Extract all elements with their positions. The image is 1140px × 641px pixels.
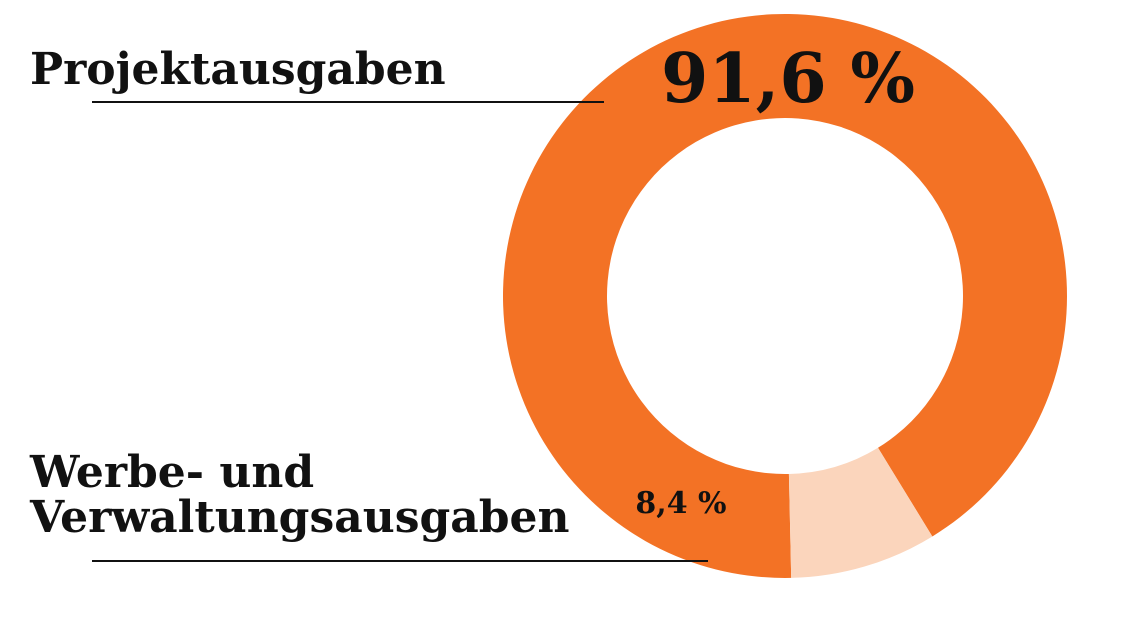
slice-werbe-und-verwaltungsausgaben — [788, 447, 933, 578]
category-label-werbe-line2: Verwaltungsausgaben — [29, 492, 570, 543]
slice-projektausgaben — [502, 14, 1067, 579]
donut-slices — [502, 14, 1067, 579]
value-label-projektausgaben: 91,6 % — [661, 39, 915, 119]
category-label-werbe-line1: Werbe- und — [29, 447, 314, 498]
category-label-projektausgaben: Projektausgaben — [30, 44, 446, 95]
value-label-werbe: 8,4 % — [635, 486, 726, 521]
